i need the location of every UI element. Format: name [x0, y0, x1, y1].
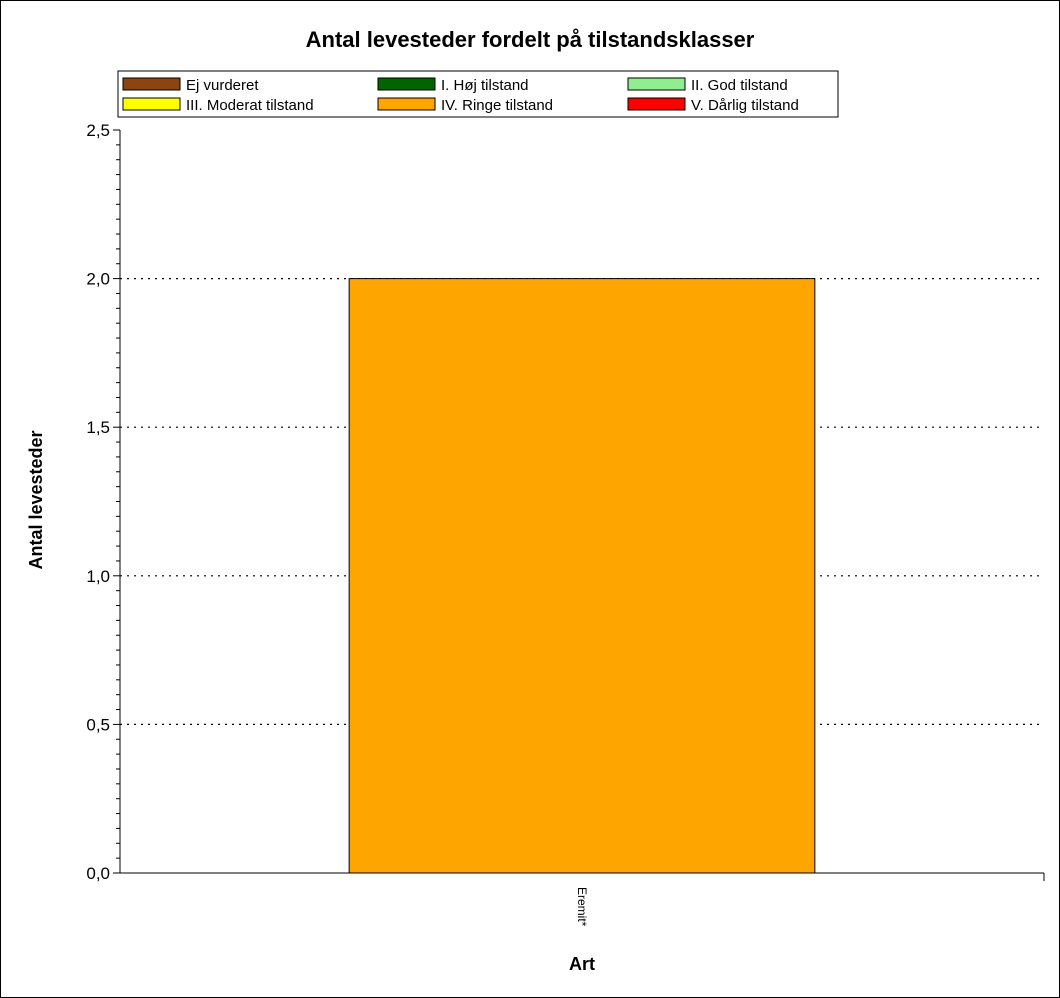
legend-box: [117, 70, 839, 118]
legend-label: I. Høj tilstand: [441, 77, 529, 94]
legend-swatch: [627, 77, 686, 91]
legend-swatch: [627, 97, 686, 111]
x-tick-labels: Eremit*: [575, 887, 589, 927]
legend: Ej vurderet I. Høj tilstand II. God tilsta…: [117, 70, 839, 118]
x-category-label: Eremit*: [575, 887, 589, 927]
chart-title: Antal levesteder fordelt på tilstandskla…: [306, 27, 755, 52]
legend-swatch: [377, 77, 436, 91]
x-axis-label: Art: [569, 954, 595, 974]
legend-label: III. Moderat tilstand: [186, 97, 314, 114]
legend-swatch: [122, 77, 181, 91]
y-tick-label: 1,0: [86, 567, 110, 586]
bars: [348, 278, 816, 874]
legend-label: Ej vurderet: [186, 77, 259, 94]
y-tick-labels: 0,0 0,5 1,0 1,5 2,0 2,5: [86, 121, 110, 883]
y-tick-label: 0,0: [86, 864, 110, 883]
y-tick-label: 1,5: [86, 418, 110, 437]
y-tick-label: 2,5: [86, 121, 110, 140]
y-axis-label: Antal levesteder: [26, 430, 46, 569]
legend-swatch: [377, 97, 436, 111]
y-tick-label: 0,5: [86, 715, 110, 734]
legend-label: II. God tilstand: [691, 77, 788, 94]
axes: [113, 129, 1045, 881]
legend-swatch: [122, 97, 181, 111]
legend-label: V. Dårlig tilstand: [691, 97, 799, 114]
bar: [348, 278, 816, 874]
y-tick-label: 2,0: [86, 270, 110, 289]
legend-label: IV. Ringe tilstand: [441, 97, 553, 114]
